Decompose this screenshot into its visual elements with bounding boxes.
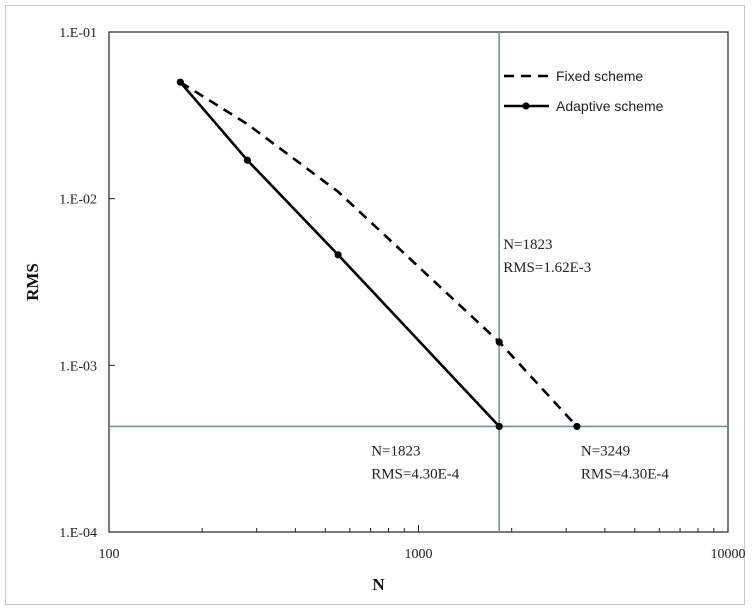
data-point <box>243 156 251 164</box>
annotation-label: RMS=4.30E-4 <box>581 466 670 482</box>
chart-frame: 100 1000 10000 1.E-01 1.E-02 1.E-03 1.E-04 N RMS… <box>5 5 746 605</box>
y-tick-label: 1.E-03 <box>59 359 97 374</box>
y-tick-label: 1.E-01 <box>59 26 97 41</box>
annotation-label: RMS=1.62E-3 <box>503 260 591 276</box>
x-tick-label: 100 <box>99 547 120 562</box>
x-tick-label: 10000 <box>711 547 746 562</box>
legend-marker-adaptive <box>522 102 530 110</box>
y-tick-label: 1.E-02 <box>59 193 97 208</box>
annotation-label: RMS=4.30E-4 <box>371 466 460 482</box>
series-line-adaptive-scheme <box>179 81 501 428</box>
data-point <box>573 422 581 431</box>
data-point <box>495 338 503 346</box>
annotation-label: N=1823 <box>371 443 420 459</box>
series-line-fixed-scheme <box>179 81 578 428</box>
legend-label-fixed: Fixed scheme <box>556 68 643 84</box>
y-axis-title: RMS <box>23 263 42 301</box>
annotation-label: N=3249 <box>581 443 630 459</box>
rms-vs-n-chart: 100 1000 10000 1.E-01 1.E-02 1.E-03 1.E-04 N RMS… <box>23 26 746 594</box>
annotation-label: N=1823 <box>503 237 552 253</box>
data-point <box>176 78 184 86</box>
x-tick-label: 1000 <box>405 547 433 562</box>
y-tick-label: 1.E-04 <box>59 526 97 541</box>
legend-label-adaptive: Adaptive scheme <box>556 98 664 114</box>
data-point <box>334 251 342 259</box>
x-axis-title: N <box>372 575 385 594</box>
data-point <box>495 422 503 431</box>
